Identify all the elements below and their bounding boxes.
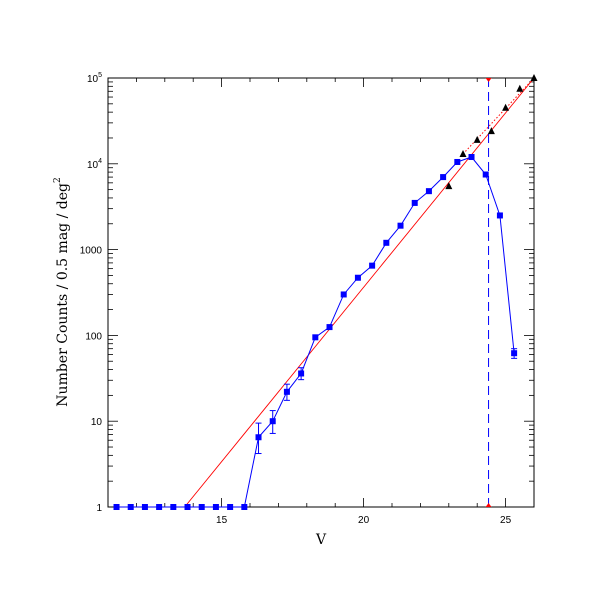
- y-tick-label: 100: [85, 331, 102, 342]
- limit-marker-bottom: [485, 503, 492, 507]
- blue-series-line: [116, 156, 515, 508]
- y-tick-label-base: 100: [85, 331, 102, 342]
- y-tick-label-base: 1000: [80, 246, 103, 257]
- y-tick-label-exponent: 5: [98, 72, 102, 79]
- square-data-point: [369, 262, 376, 269]
- axis-ticks: [107, 77, 535, 508]
- square-data-point: [170, 504, 177, 510]
- square-data-point: [227, 504, 234, 510]
- fit-extrapolation-line: [462, 77, 535, 155]
- square-data-point: [255, 434, 262, 441]
- square-data-point: [383, 239, 390, 246]
- square-data-point: [113, 504, 120, 510]
- square-data-point: [411, 199, 418, 206]
- square-data-point: [397, 222, 404, 229]
- triangle-data-point: [516, 84, 524, 92]
- square-data-point: [440, 174, 447, 181]
- square-data-point: [340, 291, 347, 298]
- square-data-point: [354, 274, 361, 281]
- limit-marker-top: [485, 78, 492, 82]
- x-tick-label: 15: [216, 515, 228, 526]
- triangle-data-point: [487, 127, 495, 135]
- square-data-point: [269, 418, 276, 425]
- x-tick-label: 20: [358, 515, 370, 526]
- square-data-point: [127, 504, 134, 510]
- square-data-point: [468, 154, 475, 161]
- square-data-point: [184, 504, 191, 510]
- x-tick-label: 25: [500, 515, 512, 526]
- series-layer: [113, 74, 538, 510]
- square-data-point: [241, 504, 248, 510]
- triangle-data-point: [459, 150, 467, 158]
- square-data-point: [212, 504, 219, 510]
- square-data-point: [326, 324, 333, 331]
- square-data-point: [496, 212, 503, 219]
- square-data-point: [141, 504, 148, 510]
- triangle-data-point: [530, 74, 538, 81]
- plot-frame: [107, 77, 535, 508]
- fit-line-layer: [184, 77, 535, 508]
- y-tick-label: 104: [87, 158, 102, 171]
- power-law-fit-line: [184, 77, 535, 508]
- square-data-point: [156, 504, 163, 510]
- y-tick-label-base: 1: [96, 503, 102, 514]
- y-tick-label: 105: [87, 72, 102, 85]
- y-tick-label: 1000: [80, 246, 103, 257]
- square-data-point: [425, 188, 432, 195]
- square-data-point: [312, 334, 319, 341]
- square-data-point: [298, 370, 305, 377]
- y-axis-label-main: Number Counts / 0.5 mag / deg: [55, 183, 71, 407]
- triangle-data-point: [473, 135, 481, 143]
- y-tick-label: 1: [96, 503, 102, 514]
- y-tick-label-base: 10: [87, 160, 99, 171]
- x-axis-label: V: [315, 532, 327, 548]
- y-tick-label-exponent: 4: [98, 158, 102, 165]
- square-data-point: [511, 350, 518, 357]
- y-tick-label: 10: [91, 417, 103, 428]
- y-tick-label-base: 10: [91, 417, 103, 428]
- square-data-point: [482, 171, 489, 178]
- triangle-data-point: [445, 182, 453, 190]
- y-tick-label-base: 10: [87, 74, 99, 85]
- triangle-data-point: [502, 103, 510, 111]
- square-data-point: [198, 504, 205, 510]
- square-data-point: [454, 158, 461, 165]
- y-axis-label: Number Counts / 0.5 mag / deg2: [53, 177, 71, 406]
- square-data-point: [283, 388, 290, 395]
- y-axis-label-superscript: 2: [53, 177, 63, 183]
